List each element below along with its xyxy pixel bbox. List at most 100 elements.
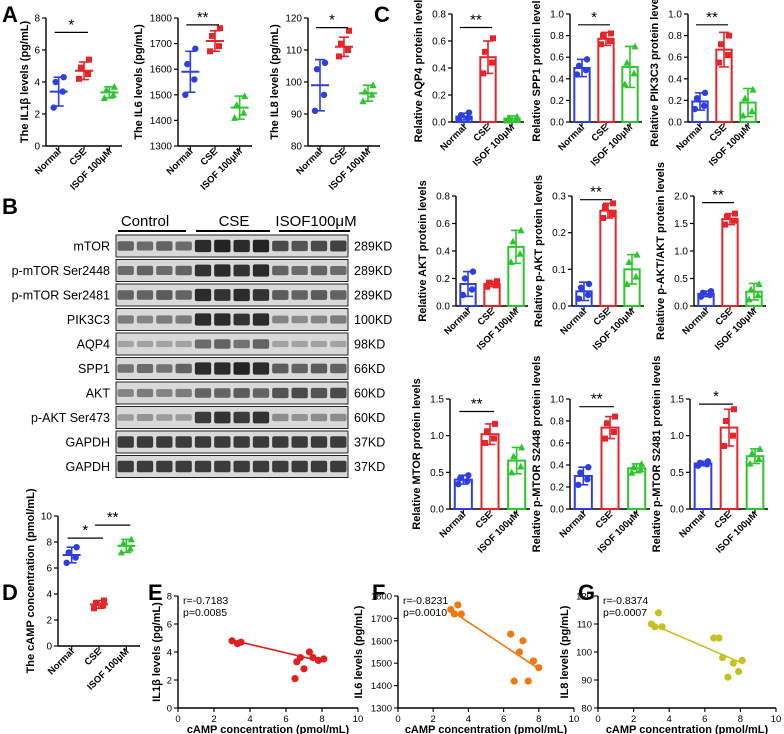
data-point	[314, 656, 322, 665]
data-point	[228, 637, 236, 645]
x-tick-label: 10	[353, 714, 364, 725]
blot-band	[156, 315, 173, 324]
y-tick-label: 0.6	[550, 53, 564, 64]
y-tick-label: 1.5	[670, 395, 684, 406]
y-tick-label: 1800	[150, 14, 173, 25]
y-axis-label: Relative p-AKT protein levels	[533, 175, 545, 327]
data-point	[600, 32, 606, 39]
blot-band	[136, 241, 154, 251]
data-point	[575, 62, 583, 70]
y-tick-label: 100	[285, 78, 302, 89]
y-tick-label: 0.4	[668, 74, 682, 85]
blot-band	[194, 388, 212, 398]
x-tick-label: 6	[702, 714, 707, 725]
blot-band	[272, 436, 289, 448]
blot-band	[175, 363, 192, 374]
data-point	[494, 278, 500, 285]
blot-band	[156, 436, 173, 448]
data-point	[719, 654, 727, 662]
y-axis-label: Relative p-AKT/AKT protein levels	[655, 162, 667, 340]
data-point	[110, 83, 118, 90]
blot-band	[252, 460, 270, 473]
blot-kd-label: 66KD	[354, 362, 385, 376]
data-point	[573, 71, 581, 78]
y-tick-label: 0.2	[550, 483, 564, 494]
blot-band	[194, 313, 212, 326]
blot-band	[310, 265, 328, 276]
data-point	[516, 249, 524, 257]
y-tick-label: 0.4	[436, 247, 450, 258]
significance-label: **	[590, 184, 602, 201]
data-point	[638, 460, 646, 467]
blot-band	[291, 414, 308, 421]
blot-kd-label: 100KD	[354, 313, 392, 327]
blot-band	[194, 411, 212, 424]
data-point	[507, 258, 515, 265]
data-point	[748, 107, 756, 115]
blot-strip	[115, 332, 349, 356]
blot-strip	[115, 455, 349, 478]
blot-band	[233, 264, 250, 277]
blot-band	[156, 414, 173, 421]
data-point	[513, 112, 521, 120]
data-point	[732, 210, 738, 217]
y-tick-label: 1.5	[430, 395, 444, 406]
y-tick-label: 1600	[371, 636, 392, 647]
panel-label-b: B	[2, 194, 18, 219]
y-tick-label: 0.1	[552, 265, 566, 276]
data-point	[651, 623, 659, 631]
data-point	[731, 217, 737, 224]
blot-band	[194, 239, 212, 253]
y-tick-label: 0.0	[674, 302, 688, 313]
y-tick-label: 2	[167, 676, 172, 687]
y-axis-label: The cAMP concentration (pmol/mL)	[25, 488, 37, 673]
data-point	[60, 74, 67, 81]
y-axis-label: Relative p-MTOR S2481 protein levels	[651, 356, 663, 553]
data-point	[631, 42, 639, 50]
data-point	[741, 94, 749, 102]
blot-strip	[115, 283, 349, 307]
data-point	[602, 204, 608, 210]
blot-band	[175, 290, 192, 300]
y-tick-label: 0.6	[668, 53, 682, 64]
data-point	[625, 258, 633, 265]
data-point	[637, 465, 645, 473]
blot-band	[233, 436, 250, 448]
blot-band	[310, 460, 328, 473]
significance-label: **	[470, 12, 482, 29]
blot-band	[175, 340, 192, 348]
blot-band	[291, 266, 308, 275]
blot-band	[233, 288, 250, 302]
blot-band	[156, 241, 173, 251]
blot-row-label: PIK3C3	[67, 313, 110, 327]
data-point	[85, 71, 91, 77]
data-point	[100, 602, 106, 609]
blot-band	[252, 239, 270, 253]
y-tick-label: 1500	[150, 90, 173, 101]
data-point	[577, 284, 585, 291]
blot-band	[175, 265, 192, 276]
data-point	[492, 420, 498, 427]
data-point	[505, 114, 513, 121]
data-point	[78, 64, 84, 71]
data-point	[693, 95, 701, 102]
blot-kd-label: 98KD	[354, 338, 385, 352]
correlation-r: r=-0.8374	[603, 595, 648, 607]
blot-band	[252, 388, 270, 398]
data-point	[510, 677, 518, 685]
blot-strip	[115, 406, 349, 429]
data-point	[73, 544, 80, 551]
blot-band	[194, 362, 212, 375]
data-point	[509, 237, 517, 245]
data-point	[730, 432, 736, 439]
blot-band	[291, 315, 308, 324]
data-point	[454, 601, 462, 609]
x-tick-label: 4	[247, 714, 252, 725]
data-point	[691, 105, 699, 113]
y-tick-label: 1.0	[550, 10, 564, 21]
x-tick-label: CSE	[199, 146, 221, 168]
data-point	[630, 463, 638, 471]
chart-pAKT: 0.0 0.1 0.2 0.3 Relative p-AKT protein level…	[533, 175, 644, 353]
y-tick-label: 2	[34, 110, 40, 121]
data-point	[464, 114, 472, 122]
